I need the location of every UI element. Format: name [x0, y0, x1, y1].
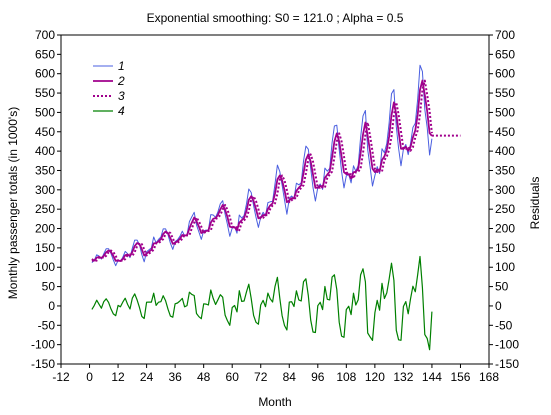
- series-layer: [91, 64, 461, 351]
- legend-label-4: 4: [118, 104, 125, 118]
- y-tick-label-left: 200: [35, 222, 55, 236]
- y-tick-label-left: 450: [35, 125, 55, 139]
- y-tick-label-right: 300: [495, 183, 515, 197]
- y-tick-label-right: 400: [495, 144, 515, 158]
- x-axis-ticks: -12 0 12 24 36 48 60 72 84 96 108 120 132 144 156 168: [52, 364, 499, 384]
- y-tick-label-right: 450: [495, 125, 515, 139]
- y-tick-label-left: 500: [35, 105, 55, 119]
- x-tick-label: 144: [422, 370, 442, 384]
- y-tick-label-left: 650: [35, 47, 55, 61]
- x-tick-label: 84: [283, 370, 297, 384]
- y-tick-label-left: 0: [48, 299, 55, 313]
- y-tick-label-left: 550: [35, 86, 55, 100]
- y-tick-label-left: 150: [35, 241, 55, 255]
- x-tick-label: 132: [393, 370, 413, 384]
- series-line-1: [91, 64, 433, 267]
- y-tick-label-left: 100: [35, 260, 55, 274]
- y-tick-label-right: 150: [495, 241, 515, 255]
- y-tick-label-left: 350: [35, 163, 55, 177]
- y-tick-label-right: 650: [495, 47, 515, 61]
- y-tick-label-right: -50: [495, 318, 513, 332]
- x-tick-label: 48: [197, 370, 211, 384]
- y-tick-label-right: 50: [495, 280, 509, 294]
- y-tick-label-left: 400: [35, 144, 55, 158]
- x-tick-label: 0: [86, 370, 93, 384]
- y-tick-label-left: -50: [38, 318, 56, 332]
- x-tick-label: 24: [140, 370, 154, 384]
- x-axis-title: Month: [258, 395, 291, 409]
- series-line-2: [91, 79, 433, 262]
- y-tick-label-left: 250: [35, 202, 55, 216]
- y-tick-label-right: 600: [495, 67, 515, 81]
- y-axis-left-title: Monthly passenger totals (in 1000's): [6, 107, 20, 299]
- series-line-3: [91, 79, 433, 262]
- y-axis-right-title: Residuals: [528, 177, 542, 230]
- x-tick-label: 108: [336, 370, 356, 384]
- y-tick-label-right: 500: [495, 105, 515, 119]
- y-tick-label-left: 300: [35, 183, 55, 197]
- legend-label-3: 3: [118, 89, 125, 103]
- y-axis-left-ticks: -150 -100 -50 0 50 100 150 200 250 300 350 400 450 50…: [31, 28, 61, 371]
- x-tick-label: 72: [254, 370, 268, 384]
- series-line-4: [91, 255, 433, 351]
- x-tick-label: 12: [111, 370, 125, 384]
- y-tick-label-right: 250: [495, 202, 515, 216]
- y-tick-label-right: -100: [495, 338, 519, 352]
- x-tick-label: -12: [52, 370, 70, 384]
- y-tick-label-left: 600: [35, 67, 55, 81]
- legend-label-2: 2: [117, 74, 125, 88]
- y-tick-label-right: 350: [495, 163, 515, 177]
- x-tick-label: 60: [226, 370, 240, 384]
- y-tick-label-left: 700: [35, 28, 55, 42]
- y-tick-label-right: 550: [495, 86, 515, 100]
- y-tick-label-right: 200: [495, 222, 515, 236]
- y-tick-label-left: -100: [31, 338, 55, 352]
- y-tick-label-left: -150: [31, 357, 55, 371]
- x-tick-label: 96: [311, 370, 325, 384]
- x-tick-label: 156: [450, 370, 470, 384]
- y-axis-right-ticks: -150 -100 -50 0 50 100 150 200 250 300 350 400 450 50…: [489, 28, 519, 371]
- y-tick-label-right: 100: [495, 260, 515, 274]
- y-tick-label-right: 0: [495, 299, 502, 313]
- chart-title: Exponential smoothing: S0 = 121.0 ; Alph…: [147, 11, 404, 25]
- y-tick-label-left: 50: [42, 280, 56, 294]
- y-tick-label-right: -150: [495, 357, 519, 371]
- x-tick-label: 120: [365, 370, 385, 384]
- x-tick-label: 168: [479, 370, 499, 384]
- x-tick-label: 36: [168, 370, 182, 384]
- legend-label-1: 1: [118, 59, 125, 73]
- y-tick-label-right: 700: [495, 28, 515, 42]
